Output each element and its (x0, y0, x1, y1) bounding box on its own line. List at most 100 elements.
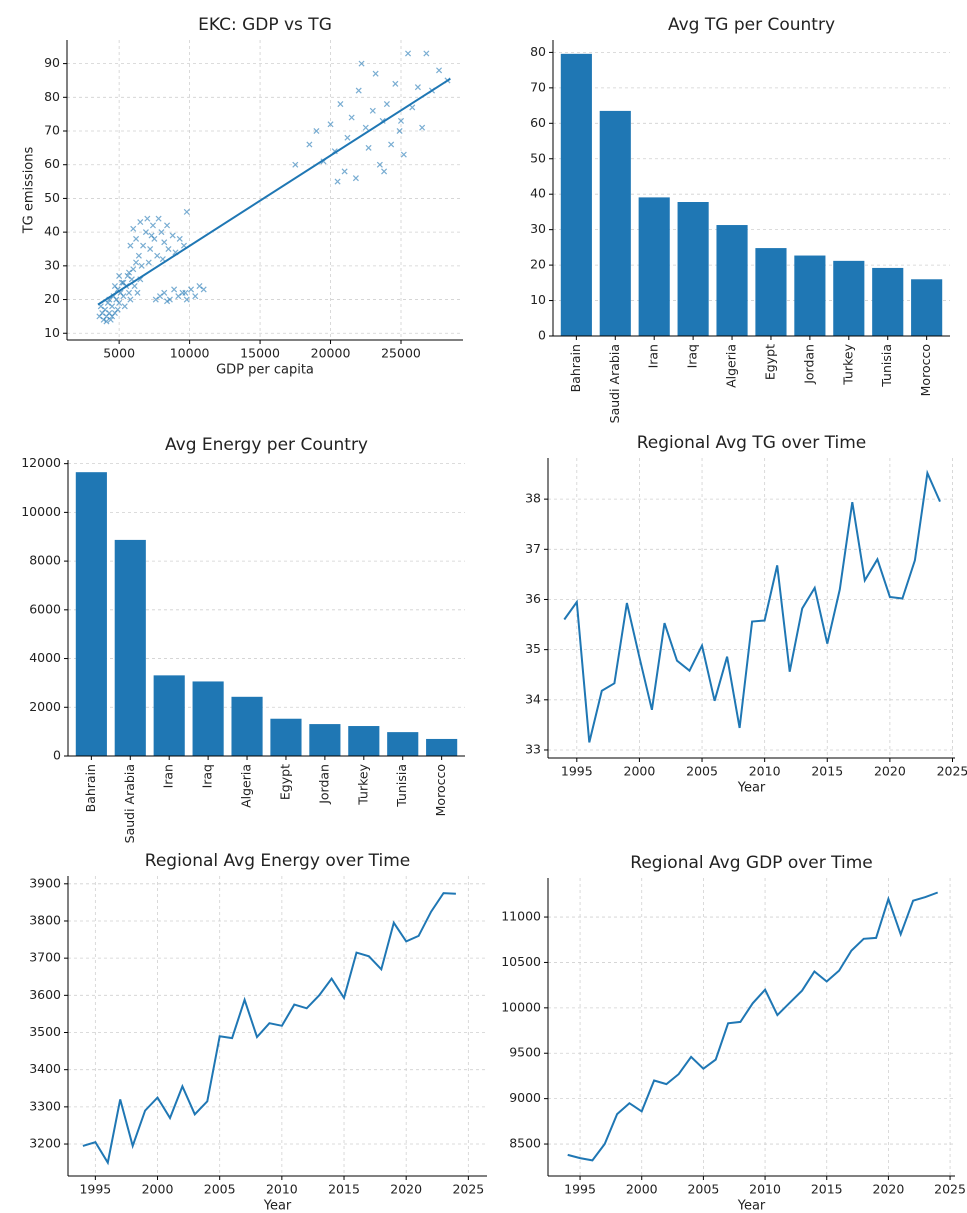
y-tick-label: 70 (530, 79, 546, 94)
x-tick-label: 1995 (79, 1182, 111, 1197)
scatter-point (383, 101, 390, 108)
scatter-point (400, 151, 407, 158)
y-tick-label: 3700 (29, 950, 61, 965)
scatter-point (196, 283, 203, 290)
x-tick-label: 2015 (811, 764, 843, 779)
bar (833, 260, 865, 336)
y-tick-label: 80 (44, 89, 60, 104)
y-tick-label: 35 (525, 641, 541, 656)
y-tick-label: 60 (530, 115, 546, 130)
scatter-point (158, 229, 165, 236)
scatter-point (156, 293, 164, 300)
bar (794, 255, 826, 336)
y-tick-label: 10 (530, 292, 546, 307)
x-axis-label: Year (737, 1199, 766, 1213)
chart-title: EKC: GDP vs TG (198, 15, 332, 35)
y-tick-label: 0 (538, 328, 546, 343)
x-tick-label: Saudi Arabia (607, 344, 622, 423)
bar (677, 202, 709, 336)
bar (387, 732, 419, 756)
x-axis-label: Year (737, 781, 766, 796)
scatter-point (200, 286, 207, 293)
scatter-point (142, 229, 149, 236)
scatter-point (148, 232, 155, 239)
scatter-point (135, 252, 142, 259)
scatter-point (130, 225, 137, 232)
scatter-point (381, 168, 388, 175)
scatter-point (436, 67, 443, 74)
x-axis-label: GDP per capita (216, 363, 314, 378)
x-tick-label: Saudi Arabia (122, 764, 137, 843)
chart-title: Regional Avg TG over Time (637, 433, 867, 453)
bar (599, 110, 631, 337)
scatter-point (102, 306, 109, 313)
scatter-point (131, 283, 138, 290)
y-tick-label: 20 (44, 291, 60, 306)
scatter-point (121, 303, 128, 310)
scatter-point (183, 296, 190, 303)
scatter-point (313, 127, 320, 135)
y-tick-label: 80 (530, 44, 546, 59)
x-tick-label: 2020 (874, 764, 906, 779)
y-tick-label: 12000 (21, 455, 61, 470)
scatter-point (165, 245, 172, 253)
y-tick-label: 8000 (29, 553, 61, 568)
scatter-point (169, 232, 176, 239)
bar (348, 726, 380, 756)
line (82, 892, 456, 1166)
scatter-point (388, 141, 395, 148)
scatter-point (125, 289, 133, 296)
x-tick-label: Algeria (724, 344, 739, 388)
y-tick-label: 50 (44, 190, 60, 205)
scatter-point (140, 242, 147, 249)
scatter-point (124, 272, 131, 279)
y-axis-label: TG emissions (22, 147, 37, 235)
scatter-point (365, 144, 372, 151)
y-tick-label: 70 (44, 123, 60, 138)
y-tick-label: 9000 (509, 1090, 541, 1105)
scatter-point (127, 296, 134, 303)
scatter-point (192, 293, 199, 300)
y-tick-label: 50 (530, 150, 546, 165)
scatter-point (161, 239, 168, 246)
chart-title: Regional Avg GDP over Time (630, 853, 872, 873)
y-tick-label: 10000 (501, 999, 541, 1014)
x-tick-label: Turkey (355, 763, 370, 805)
x-tick-label: 2025 (934, 1182, 966, 1197)
x-tick-label: Egypt (762, 344, 777, 380)
scatter-point (187, 286, 195, 293)
scatter-point (116, 299, 123, 306)
x-tick-label: 1995 (564, 1182, 596, 1197)
fit-line (97, 77, 451, 306)
scatter-point (155, 215, 162, 222)
scatter-point (138, 262, 145, 269)
bar (911, 279, 943, 336)
scatter-point (344, 134, 351, 141)
y-tick-label: 3400 (29, 1061, 61, 1076)
x-tick-label: Tunisia (879, 344, 894, 388)
x-tick-label: 1995 (561, 764, 593, 779)
scatter-point (104, 299, 111, 306)
y-tick-label: 2000 (29, 699, 61, 714)
scatter-point (397, 117, 405, 124)
scatter-point (133, 235, 140, 242)
scatter-point (137, 218, 144, 226)
scatter-point (372, 70, 379, 77)
scatter-point (419, 124, 426, 131)
bar (192, 681, 224, 756)
scatter-point (107, 316, 114, 323)
y-tick-label: 9500 (509, 1045, 541, 1060)
x-tick-label: Iraq (685, 344, 700, 368)
y-tick-label: 36 (525, 591, 541, 606)
scatter-point (130, 266, 137, 273)
y-tick-label: 3900 (29, 875, 61, 890)
x-tick-label: 20000 (311, 346, 351, 361)
scatter-point (392, 80, 399, 87)
x-tick-label: 25000 (381, 346, 421, 361)
chart-title: Avg TG per Country (668, 15, 835, 35)
x-tick-label: 2005 (686, 764, 718, 779)
bar (75, 472, 107, 756)
x-tick-label: 2025 (452, 1182, 484, 1197)
bar (560, 53, 592, 337)
scatter-point (405, 50, 412, 57)
